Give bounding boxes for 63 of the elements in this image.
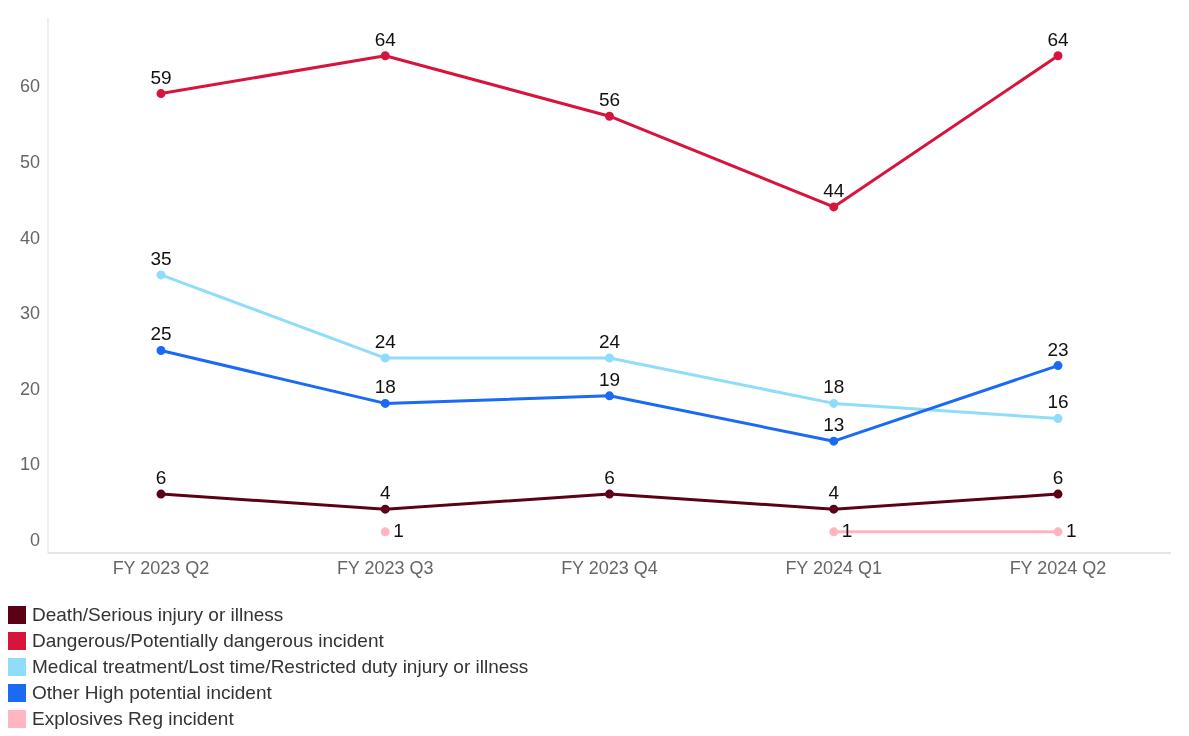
legend-label: Death/Serious injury or illness [32,604,284,626]
data-label: 1 [1066,519,1077,541]
x-tick-label: FY 2024 Q1 [785,557,883,578]
point [1053,361,1063,371]
point [380,51,390,61]
data-label: 64 [374,28,397,50]
data-label: 6 [1052,467,1064,489]
legend-label: Other High potential incident [32,682,272,704]
point [1053,51,1063,61]
y-tick-label: 0 [29,529,40,550]
data-label: 24 [374,331,397,353]
data-label: 64 [1047,28,1069,50]
y-tick-label: 30 [19,303,40,324]
x-tick-label: FY 2023 Q3 [336,557,434,578]
x-tick-label: FY 2023 Q4 [561,557,658,578]
point [605,111,614,121]
data-label: 1 [841,519,853,541]
point [156,270,166,280]
data-label: 19 [598,368,621,390]
y-tick-label: 60 [19,76,40,97]
data-label: 4 [828,482,840,504]
point [829,202,839,212]
data-label: 44 [823,179,845,201]
data-label: 4 [379,482,391,504]
point [605,489,614,499]
y-tick-label: 40 [19,227,40,248]
data-label: 25 [150,323,172,345]
point [380,353,390,363]
point [156,89,166,99]
y-tick-label: 20 [19,378,40,399]
x-tick-label: FY 2024 Q2 [1009,557,1107,578]
legend-label: Medical treatment/Lost time/Restricted duty injury or illness [32,656,529,678]
point [829,504,839,514]
point [829,527,839,537]
point [829,398,839,408]
data-label: 56 [598,89,621,111]
y-tick-label: 50 [19,151,40,172]
y-tick-label: 10 [19,454,40,475]
data-label: 6 [155,467,167,489]
point [1053,489,1063,499]
data-label: 35 [150,247,172,269]
point [156,345,166,355]
x-tick-label: FY 2023 Q2 [112,557,210,578]
point [156,489,166,499]
data-label: 13 [823,414,845,436]
point [380,398,390,408]
legend-label: Explosives Reg incident [32,708,234,730]
point [605,391,614,401]
data-label: 18 [374,376,396,398]
data-label: 24 [598,331,621,353]
data-label: 6 [604,467,615,489]
point [1053,527,1063,537]
legend-label: Dangerous/Potentially dangerous incident [32,630,384,652]
point [380,504,390,514]
data-label: 1 [393,519,404,541]
point [605,353,614,363]
data-label: 23 [1047,338,1069,360]
data-label: 59 [150,66,172,88]
point [380,527,390,537]
point [829,436,839,446]
point [1053,413,1063,423]
data-label: 18 [823,376,845,398]
data-label: 16 [1047,391,1069,413]
